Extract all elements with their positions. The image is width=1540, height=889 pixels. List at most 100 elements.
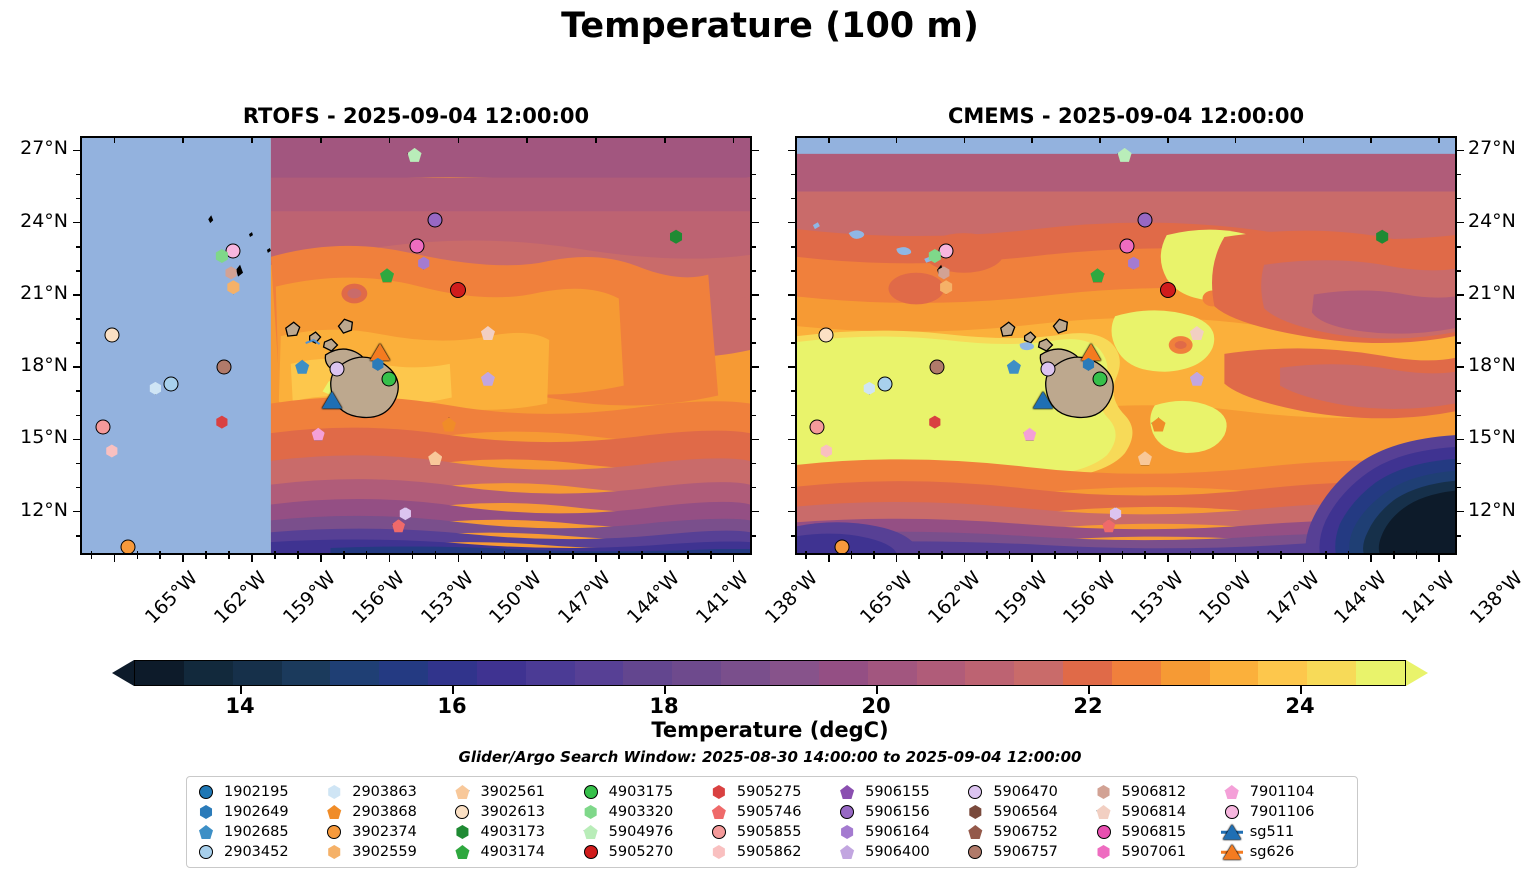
map-marker-5906814[interactable] (480, 326, 495, 341)
map-marker-5906471[interactable] (1109, 507, 1122, 521)
map-marker-5905855[interactable] (809, 419, 825, 435)
map-marker-5906400[interactable] (480, 371, 495, 386)
map-marker-sg511[interactable] (1033, 391, 1054, 409)
platform-legend[interactable]: 1902195 1902649 1902685 2903452 2903863 29038… (186, 776, 1358, 868)
legend-item-5906757[interactable]: 5906757 (964, 842, 1092, 862)
map-marker-2903863[interactable] (149, 381, 161, 395)
legend-item-5907061[interactable]: 5907061 (1093, 842, 1221, 862)
map-marker-2903863[interactable] (863, 381, 875, 395)
map-marker-7901104[interactable] (1023, 427, 1037, 441)
legend-item-1902649[interactable]: 1902649 (195, 802, 323, 822)
legend-item-3902374[interactable]: 3902374 (323, 822, 451, 842)
map-marker-5904976[interactable] (1117, 147, 1132, 162)
legend-item-1902685[interactable]: 1902685 (195, 822, 323, 842)
legend-item-5906156[interactable]: 5906156 (836, 802, 964, 822)
legend-item-1902195[interactable]: 1902195 (195, 782, 323, 802)
map-marker-7901104b[interactable] (409, 238, 425, 254)
map-marker-1902685[interactable] (1006, 359, 1021, 374)
map-marker-7901106[interactable] (225, 243, 241, 259)
map-marker-3902561[interactable] (1137, 451, 1152, 466)
map-marker-7901106[interactable] (938, 243, 954, 259)
map-marker-1902685[interactable] (295, 359, 310, 374)
legend-item-5904976[interactable]: 5904976 (580, 822, 708, 842)
legend-item-7901106[interactable]: 7901106 (1221, 802, 1349, 822)
map-marker-5906471[interactable] (399, 507, 411, 521)
map-marker-7901104b[interactable] (1119, 238, 1135, 254)
map-marker-4903174[interactable] (1090, 268, 1105, 283)
map-marker-5906470[interactable] (329, 361, 345, 377)
map-marker-2903868[interactable] (1151, 417, 1166, 432)
map-marker-4903173[interactable] (1376, 229, 1389, 244)
map-panel-rtofs[interactable] (80, 136, 752, 555)
map-marker-1902649[interactable] (372, 357, 384, 371)
legend-item-3902613[interactable]: 3902613 (451, 802, 579, 822)
map-marker-5905862[interactable] (820, 444, 832, 458)
map-marker-5906164[interactable] (1128, 256, 1140, 270)
map-marker-sg626[interactable] (370, 343, 391, 361)
map-marker-3902374[interactable] (834, 539, 850, 553)
legend-item-4903174[interactable]: 4903174 (451, 842, 579, 862)
map-panel-cmems[interactable] (795, 136, 1457, 555)
map-marker-4903174[interactable] (380, 268, 395, 283)
legend-item-2903863[interactable]: 2903863 (323, 782, 451, 802)
legend-item-4903175[interactable]: 4903175 (580, 782, 708, 802)
map-marker-3902559[interactable] (940, 280, 953, 295)
map-marker-5905270[interactable] (450, 281, 467, 298)
map-marker-2903868[interactable] (441, 417, 456, 432)
map-marker-5905862[interactable] (106, 444, 118, 458)
map-marker-sg511[interactable] (321, 391, 342, 409)
map-marker-5906757[interactable] (216, 359, 232, 375)
legend-item-7901104[interactable]: 7901104 (1221, 782, 1349, 802)
legend-item-5906812[interactable]: 5906812 (1093, 782, 1221, 802)
map-marker-5906814[interactable] (1189, 326, 1204, 341)
legend-item-5905862[interactable]: 5905862 (708, 842, 836, 862)
legend-item-5906164[interactable]: 5906164 (836, 822, 964, 842)
legend-item-4903320[interactable]: 4903320 (580, 802, 708, 822)
map-marker-3902561[interactable] (428, 451, 443, 466)
map-marker-2903452[interactable] (877, 376, 893, 392)
map-marker-5905275[interactable] (929, 415, 941, 429)
map-marker-5906400[interactable] (1189, 371, 1204, 386)
legend-item-4903173[interactable]: 4903173 (451, 822, 579, 842)
map-marker-3902374[interactable] (120, 539, 136, 553)
legend-item-5906400[interactable]: 5906400 (836, 842, 964, 862)
map-marker-7901104[interactable] (311, 427, 325, 441)
map-marker-sg626[interactable] (1080, 343, 1101, 361)
map-marker-5905746[interactable] (1102, 519, 1116, 533)
map-marker-5905746[interactable] (392, 519, 405, 533)
legend-item-5906564[interactable]: 5906564 (964, 802, 1092, 822)
map-marker-5906812[interactable] (225, 266, 237, 280)
map-marker-5905855[interactable] (95, 419, 111, 435)
map-marker-4903173[interactable] (669, 229, 683, 244)
map-marker-5905270[interactable] (1159, 281, 1176, 298)
legend-item-sg626[interactable]: sg626 (1220, 842, 1349, 862)
map-marker-3902613[interactable] (818, 327, 834, 343)
map-marker-5905275[interactable] (216, 415, 228, 429)
map-marker-1902649[interactable] (1082, 357, 1095, 371)
map-marker-4903175[interactable] (1092, 371, 1108, 387)
map-marker-5906164[interactable] (418, 256, 430, 270)
legend-item-5906815[interactable]: 5906815 (1093, 822, 1221, 842)
legend-item-5905855[interactable]: 5905855 (708, 822, 836, 842)
map-marker-5906156[interactable] (427, 212, 443, 228)
map-marker-4903320[interactable] (215, 248, 228, 263)
legend-item-5906752[interactable]: 5906752 (964, 822, 1092, 842)
legend-item-5905746[interactable]: 5905746 (708, 802, 836, 822)
map-marker-5906156[interactable] (1137, 212, 1153, 228)
legend-item-5906814[interactable]: 5906814 (1093, 802, 1221, 822)
legend-item-sg511[interactable]: sg511 (1220, 822, 1349, 842)
legend-item-2903868[interactable]: 2903868 (323, 802, 451, 822)
map-marker-5906470[interactable] (1040, 361, 1056, 377)
legend-item-5906155[interactable]: 5906155 (836, 782, 964, 802)
map-marker-5906812[interactable] (938, 266, 950, 280)
map-marker-4903320[interactable] (928, 248, 941, 263)
map-marker-2903452[interactable] (163, 376, 179, 392)
legend-item-5905275[interactable]: 5905275 (708, 782, 836, 802)
map-marker-5904976[interactable] (407, 147, 422, 162)
map-marker-3902613[interactable] (104, 327, 120, 343)
map-marker-5906757[interactable] (929, 359, 945, 375)
legend-item-5906470[interactable]: 5906470 (964, 782, 1092, 802)
legend-item-2903452[interactable]: 2903452 (195, 842, 323, 862)
map-marker-4903175[interactable] (381, 371, 397, 387)
legend-item-3902559[interactable]: 3902559 (323, 842, 451, 862)
